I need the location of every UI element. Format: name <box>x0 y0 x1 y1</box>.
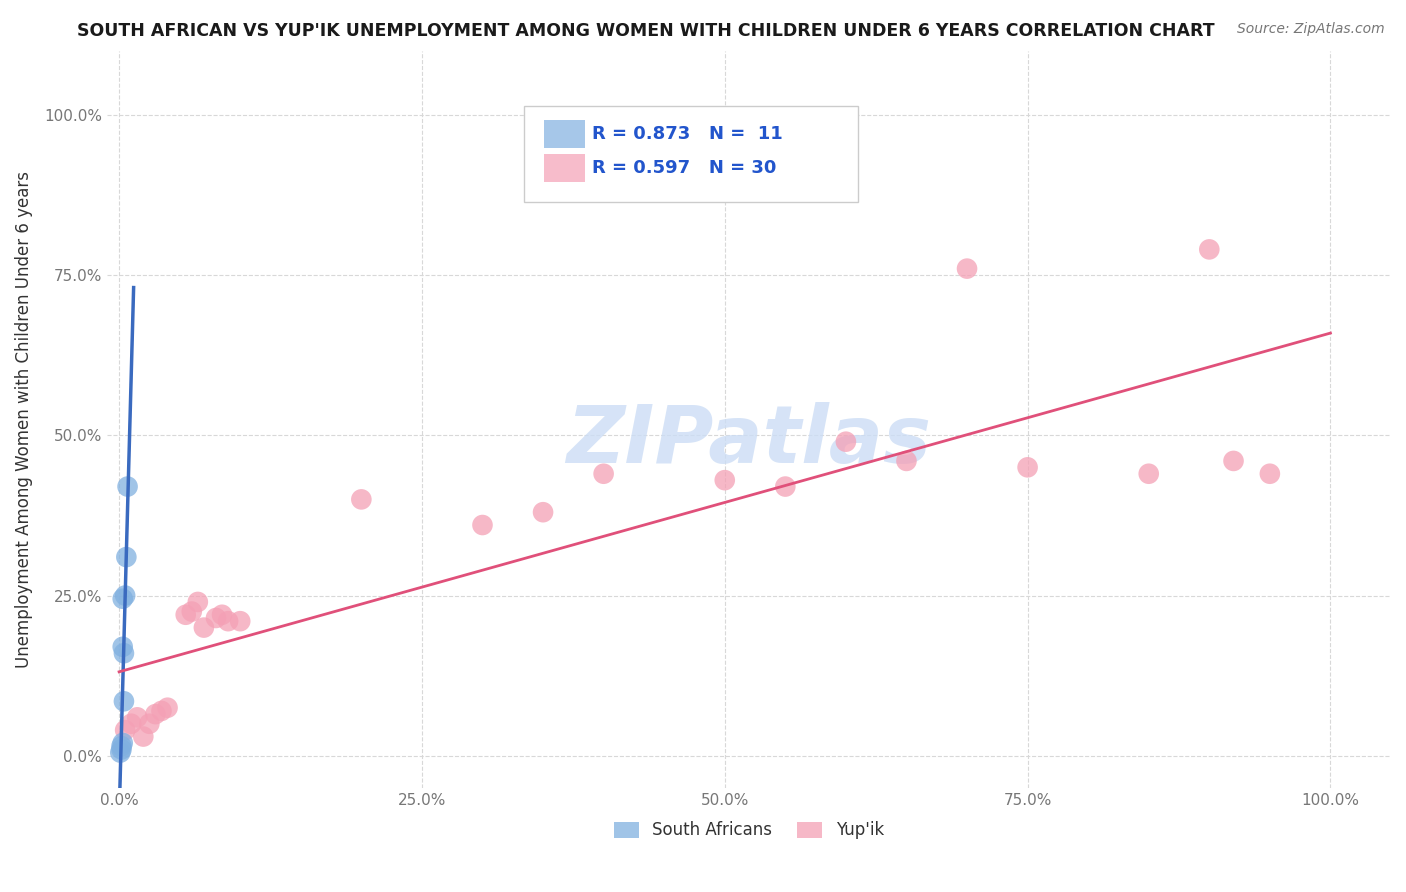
Point <box>1137 467 1160 481</box>
Y-axis label: Unemployment Among Women with Children Under 6 years: Unemployment Among Women with Children U… <box>15 170 32 668</box>
Point <box>713 473 735 487</box>
FancyBboxPatch shape <box>544 154 585 182</box>
Point <box>835 434 858 449</box>
Point <box>1258 467 1281 481</box>
Point <box>111 736 134 750</box>
Point <box>150 704 173 718</box>
Point <box>117 479 139 493</box>
Text: R = 0.873   N =  11: R = 0.873 N = 11 <box>592 125 783 143</box>
Point <box>1198 243 1220 257</box>
Text: ZIPatlas: ZIPatlas <box>567 402 932 481</box>
FancyBboxPatch shape <box>544 120 585 148</box>
Point <box>115 550 138 565</box>
Point <box>138 716 160 731</box>
Point <box>1222 454 1244 468</box>
Point <box>114 589 136 603</box>
Text: Source: ZipAtlas.com: Source: ZipAtlas.com <box>1237 22 1385 37</box>
Point <box>229 614 252 628</box>
Point <box>110 746 132 760</box>
Point <box>1017 460 1039 475</box>
Point <box>112 646 135 660</box>
Point <box>120 716 142 731</box>
Legend: South Africans, Yup'ik: South Africans, Yup'ik <box>607 814 890 846</box>
Text: R = 0.597   N = 30: R = 0.597 N = 30 <box>592 159 776 177</box>
Point <box>111 640 134 654</box>
Point <box>110 742 132 756</box>
Point <box>592 467 614 481</box>
Point <box>127 710 149 724</box>
Point <box>217 614 239 628</box>
Point <box>956 261 979 276</box>
Point <box>187 595 209 609</box>
FancyBboxPatch shape <box>524 106 858 202</box>
Point <box>111 591 134 606</box>
Point <box>350 492 373 507</box>
Point <box>174 607 197 622</box>
Point <box>775 479 797 493</box>
Point <box>112 694 135 708</box>
Text: SOUTH AFRICAN VS YUP'IK UNEMPLOYMENT AMONG WOMEN WITH CHILDREN UNDER 6 YEARS COR: SOUTH AFRICAN VS YUP'IK UNEMPLOYMENT AMO… <box>77 22 1215 40</box>
Point <box>132 730 155 744</box>
Point <box>531 505 554 519</box>
Point <box>193 621 215 635</box>
Point <box>896 454 918 468</box>
Point <box>471 518 494 533</box>
Point <box>145 707 167 722</box>
Point <box>180 605 202 619</box>
Point <box>110 739 132 754</box>
Point <box>156 700 179 714</box>
Point <box>114 723 136 738</box>
Point <box>205 611 228 625</box>
Point <box>211 607 233 622</box>
